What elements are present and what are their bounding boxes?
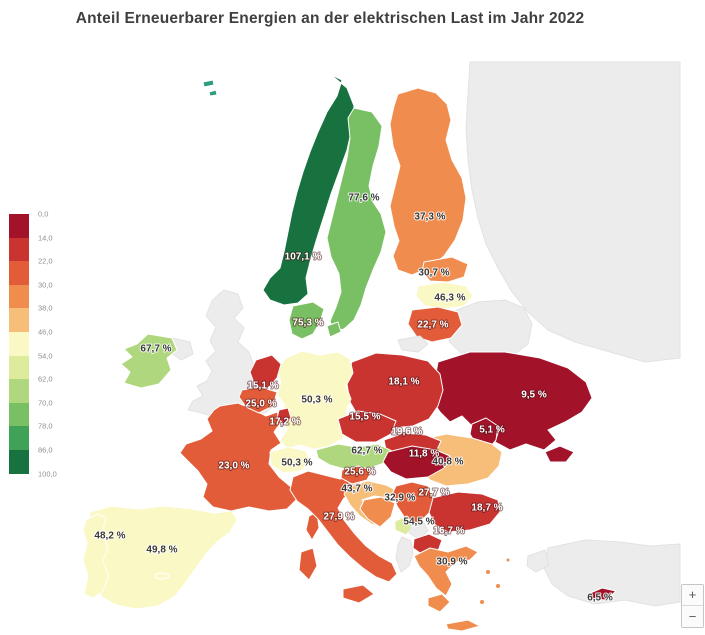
country-albania-no-data (395, 536, 414, 573)
country-hungary[interactable] (382, 445, 451, 480)
value-label-netherlands: 15,1 % (247, 381, 278, 392)
region-sicily[interactable] (342, 584, 375, 604)
value-label-poland: 18,1 % (388, 377, 419, 388)
region-aegean-island[interactable] (495, 583, 501, 589)
value-label-denmark: 75,3 % (292, 318, 323, 329)
country-czechia[interactable] (337, 410, 397, 443)
value-label-montenegro: 54,5 % (403, 517, 434, 528)
zoom-out-button[interactable]: − (682, 606, 703, 627)
value-label-moldova: 5,1 % (479, 425, 505, 436)
value-label-slovenia: 25,6 % (344, 467, 375, 478)
region-aegean-island[interactable] (485, 569, 491, 575)
value-label-norway: 107,1 % (285, 252, 322, 263)
value-label-latvia: 46,3 % (434, 293, 465, 304)
iceland-fragment (202, 79, 215, 88)
value-label-luxembourg: 17,2 % (269, 417, 300, 428)
region-balearic-islands[interactable] (154, 572, 170, 580)
region-denmark-zealand[interactable] (326, 321, 342, 338)
country-finland[interactable] (389, 87, 467, 276)
country-lithuania[interactable] (407, 306, 463, 343)
value-label-ireland: 67,7 % (140, 344, 171, 355)
country-latvia[interactable] (415, 281, 474, 310)
country-denmark[interactable] (288, 301, 325, 340)
value-label-serbia: 27,7 % (418, 488, 449, 499)
country-norway[interactable] (262, 73, 355, 306)
value-label-finland: 37,3 % (414, 212, 445, 223)
zoom-controls: + − (681, 584, 704, 628)
value-label-cyprus: 6,5 % (587, 593, 613, 604)
country-portugal[interactable] (82, 513, 110, 599)
country-spain[interactable] (85, 505, 238, 610)
value-label-bosnia: 32,9 % (384, 493, 415, 504)
country-turkey-thrace-no-data (526, 549, 550, 573)
legend-color-bar (9, 214, 29, 474)
value-label-portugal: 48,2 % (94, 531, 125, 542)
country-turkey-no-data (543, 539, 681, 607)
region-aegean-island[interactable] (505, 557, 511, 563)
value-label-slovakia: 19,6 % (391, 427, 422, 438)
value-label-france: 23,0 % (218, 461, 249, 472)
country-ireland[interactable] (120, 333, 178, 389)
region-peloponnese[interactable] (427, 593, 451, 613)
value-label-estonia: 30,7 % (418, 268, 449, 279)
country-sweden[interactable] (326, 107, 387, 332)
country-belgium[interactable] (238, 386, 278, 414)
value-label-lithuania: 22,7 % (417, 320, 448, 331)
region-crete[interactable] (445, 619, 481, 632)
value-label-hungary: 11,8 % (409, 449, 440, 460)
value-label-czechia: 15,5 % (349, 412, 380, 423)
country-luxembourg[interactable] (276, 407, 292, 425)
value-label-ukraine: 9,5 % (521, 390, 547, 401)
country-switzerland[interactable] (269, 446, 312, 474)
country-belarus-no-data (445, 299, 533, 361)
country-russia-no-data (465, 61, 681, 363)
value-label-sweden: 77,6 % (348, 193, 379, 204)
value-label-spain: 49,8 % (146, 545, 177, 556)
value-label-austria: 62,7 % (351, 446, 382, 457)
region-aegean-island[interactable] (479, 599, 485, 605)
region-crimea[interactable] (544, 445, 575, 463)
country-netherlands[interactable] (249, 354, 282, 389)
country-greece[interactable] (413, 545, 479, 597)
country-serbia[interactable] (391, 481, 434, 525)
value-label-switzerland: 50,3 % (281, 458, 312, 469)
country-cyprus[interactable] (587, 587, 617, 601)
value-label-italy: 27,9 % (323, 512, 354, 523)
zoom-in-button[interactable]: + (682, 585, 703, 606)
country-bosnia[interactable] (359, 496, 396, 528)
region-sardinia[interactable] (298, 547, 318, 581)
country-kaliningrad-no-data (397, 335, 429, 353)
country-kosovo-no-data (408, 520, 429, 540)
iceland-fragment (208, 89, 218, 97)
value-label-romania: 40,8 % (432, 457, 463, 468)
value-label-greece: 30,9 % (436, 557, 467, 568)
country-slovenia[interactable] (340, 465, 373, 485)
country-uk-no-data (187, 289, 277, 420)
page-title: Anteil Erneuerbarer Energien an der elek… (75, 10, 585, 27)
value-label-germany: 50,3 % (301, 395, 332, 406)
value-label-croatia: 43,7 % (341, 484, 372, 495)
country-estonia[interactable] (421, 256, 469, 283)
country-bulgaria[interactable] (427, 491, 501, 533)
value-label-north-macedonia: 16,7 % (433, 526, 464, 537)
value-label-belgium: 25,0 % (245, 399, 276, 410)
color-legend: 0,0 14,0 22,0 30,0 38,0 46,0 54,0 62,0 70,0 78,0 8… (9, 210, 79, 480)
value-label-bulgaria: 18,7 % (471, 503, 502, 514)
